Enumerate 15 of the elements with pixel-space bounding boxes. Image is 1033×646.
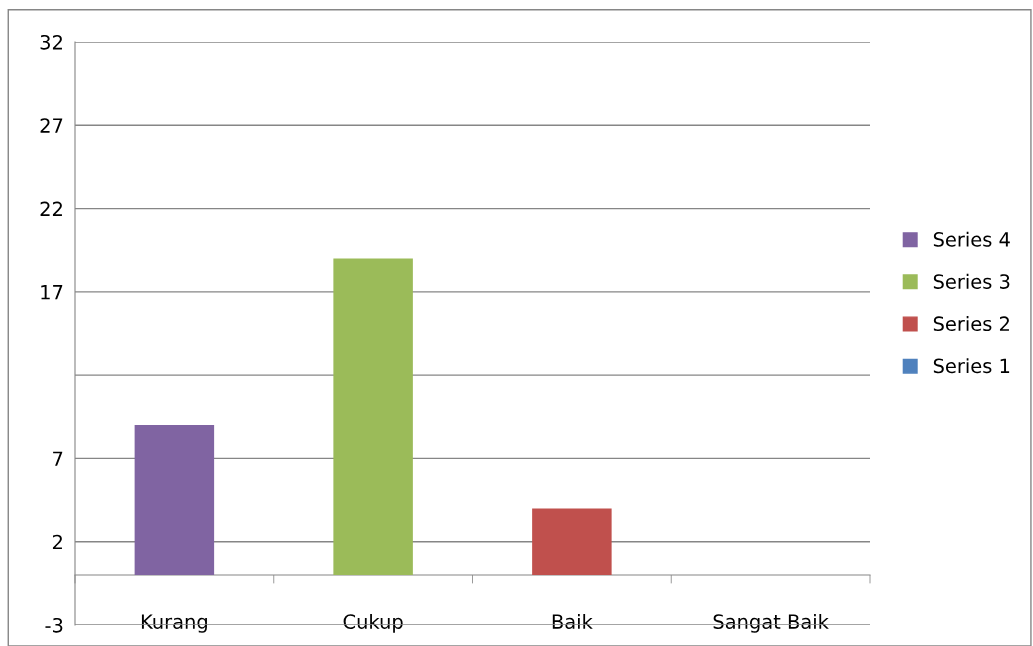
y-tick-label: 32 [40, 34, 62, 50]
y-tick-label: 22 [40, 201, 62, 216]
x-tick-label: Cukup [343, 613, 403, 633]
x-tick-label: Sangat Baik [713, 613, 829, 633]
y-tick-label: 2 [52, 534, 62, 550]
legend-label: Series 3 [933, 273, 1010, 289]
x-tick-label: Kurang [141, 614, 207, 633]
y-tick-label: -3 [45, 617, 63, 633]
y-tick-label: 17 [41, 285, 63, 300]
y-tick-label: 7 [53, 451, 63, 466]
legend-label: Series 1 [933, 358, 1010, 374]
legend-label: Series 4 [933, 231, 1010, 247]
x-tick-label: Baik [552, 613, 593, 629]
y-tick-label: 27 [40, 118, 63, 133]
legend-label: Series 2 [933, 316, 1009, 332]
